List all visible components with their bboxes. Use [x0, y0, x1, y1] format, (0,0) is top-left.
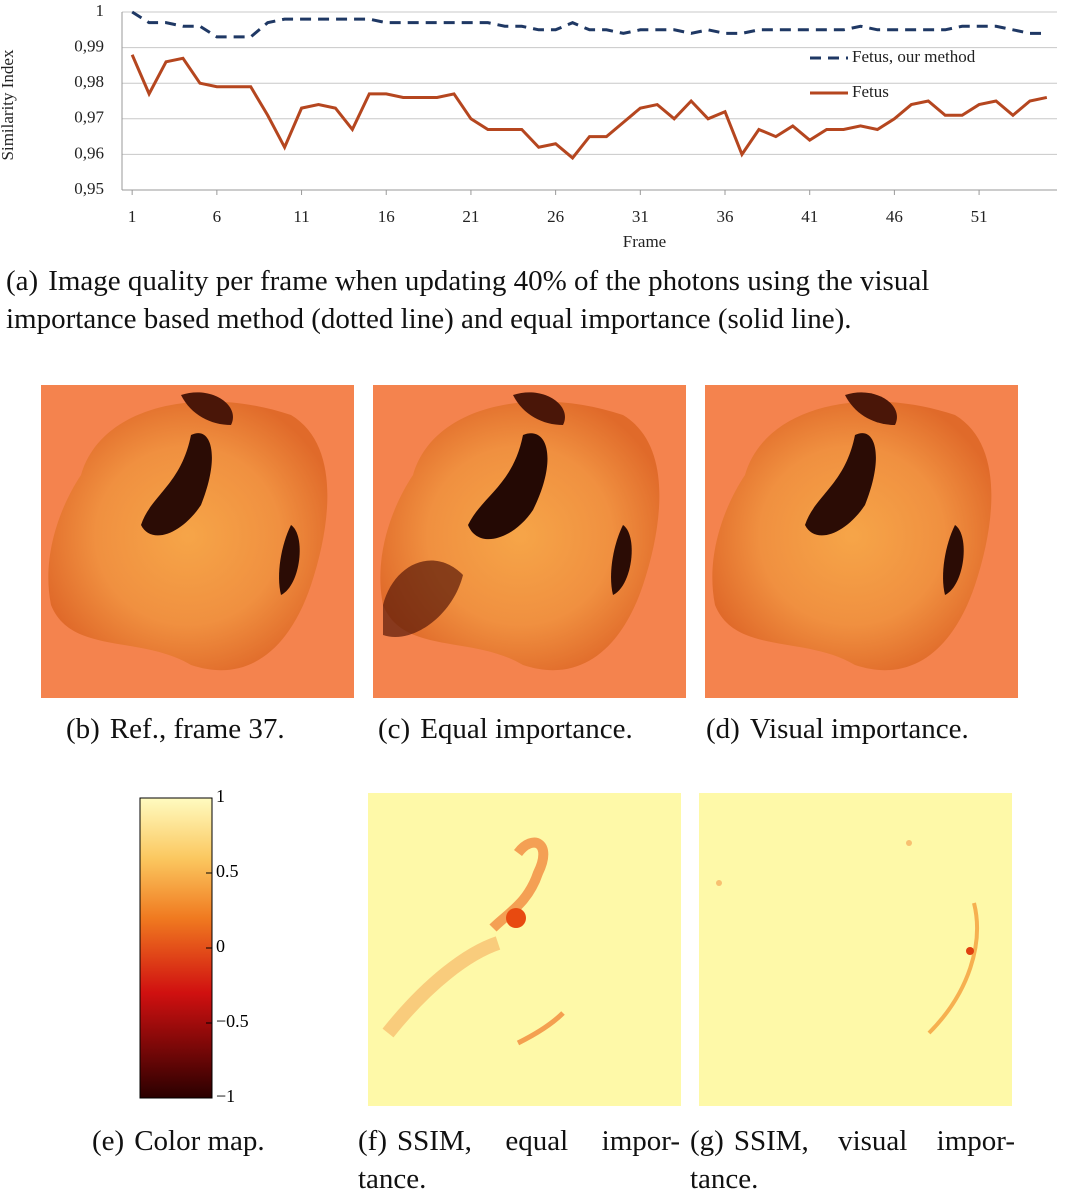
- caption-label: (f): [358, 1125, 387, 1157]
- x-tick-label: 11: [293, 207, 309, 226]
- color-bar: [139, 797, 213, 1099]
- image: [373, 385, 686, 698]
- caption: (d) Visual importance.: [706, 710, 969, 748]
- caption-label: (e): [92, 1125, 125, 1157]
- image: [699, 793, 1012, 1106]
- color-tick-label: 0: [216, 936, 225, 956]
- x-tick-label: 36: [717, 207, 734, 226]
- x-tick-label: 31: [632, 207, 649, 226]
- caption-label: (g): [690, 1125, 724, 1157]
- caption: (b) Ref., frame 37.: [66, 710, 285, 748]
- caption: (f) SSIM, equal impor-tance.: [358, 1122, 680, 1192]
- caption-text: Image quality per frame when updating 40…: [6, 265, 930, 335]
- y-tick-label: 0,95: [74, 179, 104, 198]
- caption-text: Equal importance.: [420, 713, 633, 745]
- x-tick-label: 46: [886, 207, 903, 226]
- caption-label: (d): [706, 713, 740, 745]
- caption-label: (c): [378, 713, 411, 745]
- color-tick-label: 1: [216, 790, 225, 806]
- caption: (a) Image quality per frame when updating…: [6, 262, 1064, 338]
- caption-text: SSIM, equal impor-tance.: [358, 1125, 680, 1192]
- image: [368, 793, 681, 1106]
- x-tick-label: 51: [971, 207, 988, 226]
- y-tick-label: 0,96: [74, 143, 104, 162]
- color-map: 1 0.5 0 −0.5 −1: [139, 790, 249, 1106]
- caption: (e) Color map.: [92, 1122, 265, 1160]
- y-tick-label: 1: [96, 1, 105, 20]
- y-tick-label: 0,98: [74, 72, 104, 91]
- legend-label: Fetus: [852, 82, 889, 101]
- series-line: [130, 54, 1048, 161]
- caption-text: Ref., frame 37.: [109, 713, 285, 745]
- x-tick-label: 16: [378, 207, 395, 226]
- color-tick-label: −0.5: [216, 1011, 249, 1031]
- caption: (g) SSIM, visual impor-tance.: [690, 1122, 1015, 1192]
- caption-text: SSIM, visual impor-tance.: [690, 1125, 1015, 1192]
- x-tick-label: 21: [462, 207, 479, 226]
- color-tick-label: 0.5: [216, 861, 239, 881]
- series-line: [131, 10, 1047, 39]
- caption-label: (b): [66, 713, 100, 745]
- y-tick-label: 0,97: [74, 108, 104, 127]
- image: [705, 385, 1018, 698]
- x-tick-label: 1: [128, 207, 137, 226]
- x-tick-label: 26: [547, 207, 564, 226]
- x-axis-label: Frame: [623, 232, 666, 251]
- color-tick-label: −1: [216, 1086, 235, 1106]
- y-axis-label: Local Structural Similarity Index: [0, 49, 17, 161]
- caption-text: Color map.: [134, 1125, 265, 1157]
- y-tick-label: 0,99: [74, 37, 104, 56]
- image: [41, 385, 354, 698]
- x-tick-label: 41: [801, 207, 818, 226]
- caption-label: (a): [6, 265, 39, 297]
- caption: (c) Equal importance.: [378, 710, 633, 748]
- x-tick-label: 6: [213, 207, 222, 226]
- legend-label: Fetus, our method: [852, 47, 976, 66]
- caption-text: Visual importance.: [749, 713, 969, 745]
